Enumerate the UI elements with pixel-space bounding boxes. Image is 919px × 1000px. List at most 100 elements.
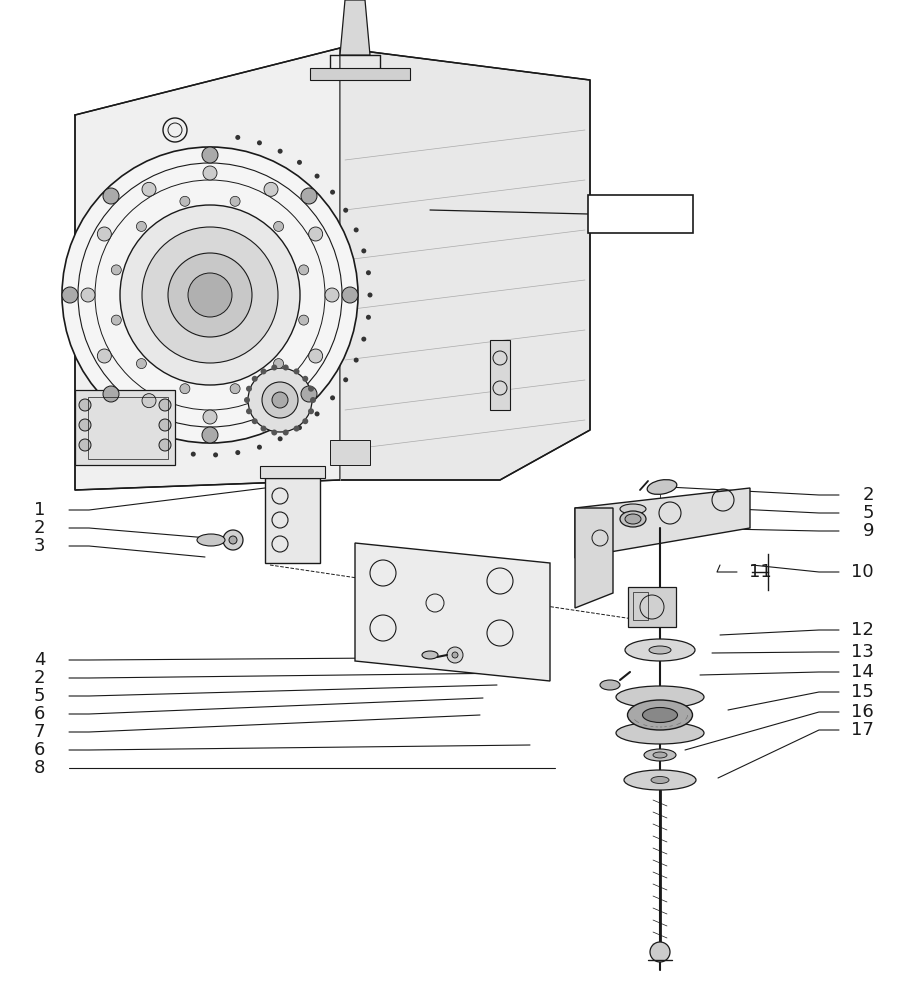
Circle shape xyxy=(111,265,121,275)
Circle shape xyxy=(159,399,171,411)
Ellipse shape xyxy=(648,646,670,654)
Circle shape xyxy=(222,530,243,550)
Circle shape xyxy=(235,450,240,455)
Bar xyxy=(632,592,647,620)
Circle shape xyxy=(273,221,283,231)
Text: 12: 12 xyxy=(850,621,873,639)
Circle shape xyxy=(190,452,196,457)
Circle shape xyxy=(81,288,95,302)
Text: 4: 4 xyxy=(34,651,45,669)
Circle shape xyxy=(202,427,218,443)
Circle shape xyxy=(366,315,370,320)
Circle shape xyxy=(230,196,240,206)
Bar xyxy=(490,340,509,410)
Circle shape xyxy=(203,410,217,424)
Circle shape xyxy=(248,368,312,432)
Ellipse shape xyxy=(624,514,641,524)
Bar xyxy=(628,587,675,627)
Circle shape xyxy=(97,349,111,363)
Ellipse shape xyxy=(646,480,676,494)
Circle shape xyxy=(272,392,288,408)
Circle shape xyxy=(79,419,91,431)
Circle shape xyxy=(97,227,111,241)
Bar xyxy=(310,68,410,80)
Text: 1: 1 xyxy=(34,501,45,519)
Circle shape xyxy=(79,439,91,451)
Circle shape xyxy=(245,408,252,414)
Circle shape xyxy=(343,377,347,382)
Circle shape xyxy=(213,452,218,457)
Circle shape xyxy=(252,418,257,424)
Text: 06-01(01): 06-01(01) xyxy=(602,207,677,222)
Text: 2: 2 xyxy=(34,519,45,537)
Ellipse shape xyxy=(627,700,692,730)
Circle shape xyxy=(235,135,240,140)
Circle shape xyxy=(273,359,283,369)
Circle shape xyxy=(314,174,319,179)
Polygon shape xyxy=(340,48,589,480)
Circle shape xyxy=(299,315,309,325)
Ellipse shape xyxy=(616,686,703,708)
Circle shape xyxy=(230,384,240,394)
Circle shape xyxy=(330,190,335,195)
Circle shape xyxy=(159,419,171,431)
Circle shape xyxy=(62,147,357,443)
Circle shape xyxy=(180,384,189,394)
Polygon shape xyxy=(340,0,369,55)
Circle shape xyxy=(256,140,262,145)
Circle shape xyxy=(308,349,323,363)
Circle shape xyxy=(244,397,250,403)
Ellipse shape xyxy=(641,708,676,722)
Text: 2: 2 xyxy=(862,486,873,504)
Circle shape xyxy=(282,429,289,435)
Bar xyxy=(265,478,320,563)
Bar xyxy=(88,397,168,459)
Circle shape xyxy=(111,315,121,325)
Ellipse shape xyxy=(623,770,696,790)
Circle shape xyxy=(353,227,358,232)
Circle shape xyxy=(293,368,300,374)
Bar xyxy=(75,390,175,465)
Text: 8: 8 xyxy=(34,759,45,777)
Polygon shape xyxy=(355,543,550,681)
Circle shape xyxy=(301,386,317,402)
Circle shape xyxy=(271,429,277,435)
Circle shape xyxy=(342,287,357,303)
Circle shape xyxy=(299,265,309,275)
Circle shape xyxy=(187,273,232,317)
Text: 15: 15 xyxy=(850,683,873,701)
Circle shape xyxy=(314,411,319,416)
Circle shape xyxy=(142,227,278,363)
Circle shape xyxy=(297,425,301,430)
Text: 6: 6 xyxy=(34,705,45,723)
Circle shape xyxy=(308,408,313,414)
Ellipse shape xyxy=(643,749,675,761)
Ellipse shape xyxy=(624,639,694,661)
Ellipse shape xyxy=(197,534,225,546)
Circle shape xyxy=(302,376,308,382)
Circle shape xyxy=(260,368,267,374)
Circle shape xyxy=(650,942,669,962)
Circle shape xyxy=(361,248,366,253)
Circle shape xyxy=(229,536,237,544)
Circle shape xyxy=(103,386,119,402)
Text: 9: 9 xyxy=(862,522,873,540)
Circle shape xyxy=(366,270,370,275)
Text: 14: 14 xyxy=(850,663,873,681)
Circle shape xyxy=(264,182,278,196)
Ellipse shape xyxy=(599,680,619,690)
Ellipse shape xyxy=(652,752,666,758)
Circle shape xyxy=(136,359,146,369)
Circle shape xyxy=(310,397,315,403)
Bar xyxy=(260,466,324,478)
Circle shape xyxy=(324,288,338,302)
Circle shape xyxy=(202,147,218,163)
Text: 17: 17 xyxy=(850,721,873,739)
Circle shape xyxy=(136,221,146,231)
Circle shape xyxy=(271,365,277,371)
Circle shape xyxy=(308,386,313,392)
Circle shape xyxy=(142,182,156,196)
Circle shape xyxy=(297,160,301,165)
Circle shape xyxy=(79,399,91,411)
Ellipse shape xyxy=(619,511,645,527)
